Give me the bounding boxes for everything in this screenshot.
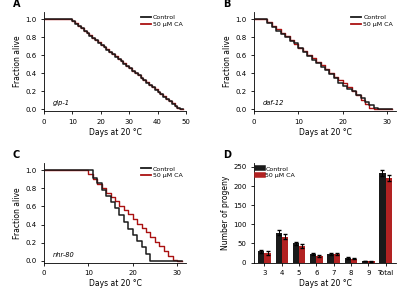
X-axis label: Days at 20 °C: Days at 20 °C	[298, 279, 352, 288]
Bar	[386, 178, 392, 263]
Text: D: D	[223, 150, 231, 160]
Bar	[282, 237, 288, 263]
Text: glp-1: glp-1	[52, 100, 70, 106]
Legend: Control, 50 μM CA: Control, 50 μM CA	[141, 15, 183, 27]
Y-axis label: Number of progeny: Number of progeny	[221, 176, 230, 250]
Bar	[379, 173, 386, 263]
Bar	[351, 259, 357, 263]
X-axis label: Days at 20 °C: Days at 20 °C	[88, 279, 142, 288]
Bar	[258, 251, 264, 263]
Bar	[316, 256, 323, 263]
Legend: Control, 50 μM CA: Control, 50 μM CA	[141, 166, 183, 178]
X-axis label: Days at 20 °C: Days at 20 °C	[298, 128, 352, 137]
Legend: Control, 50 μM CA: Control, 50 μM CA	[351, 15, 393, 27]
Y-axis label: Fraction alive: Fraction alive	[13, 187, 22, 239]
Text: A: A	[13, 0, 20, 9]
X-axis label: Days at 20 °C: Days at 20 °C	[88, 128, 142, 137]
Bar	[368, 261, 374, 263]
Text: daf-12: daf-12	[262, 100, 284, 106]
Bar	[334, 254, 340, 263]
Legend: Control, 50 μM CA: Control, 50 μM CA	[257, 166, 295, 178]
Bar	[310, 254, 316, 263]
Bar	[328, 254, 334, 263]
Bar	[276, 233, 282, 263]
Y-axis label: Fraction alive: Fraction alive	[223, 36, 232, 87]
Bar	[362, 261, 368, 263]
Bar	[293, 243, 299, 263]
Text: C: C	[13, 150, 20, 160]
Bar	[264, 253, 271, 263]
Bar	[299, 246, 305, 263]
Text: B: B	[223, 0, 230, 9]
Y-axis label: Fraction alive: Fraction alive	[13, 36, 22, 87]
Text: nhr-80: nhr-80	[52, 252, 74, 258]
Bar	[345, 258, 351, 263]
